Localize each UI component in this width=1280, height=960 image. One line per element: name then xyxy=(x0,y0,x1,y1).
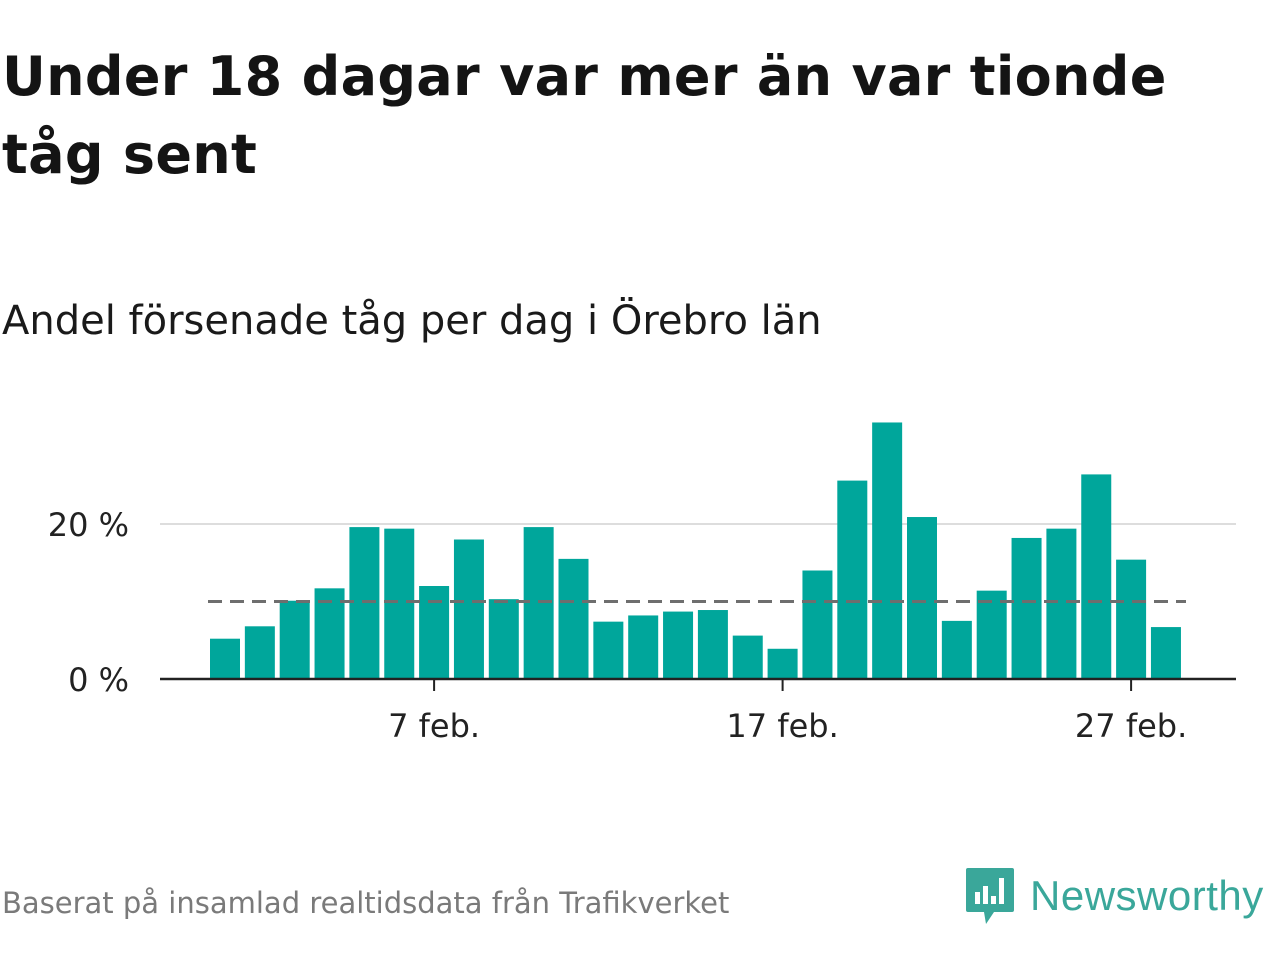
bar xyxy=(767,648,798,679)
bar-chart: 0 % 20 % 7 feb. 17 feb. 27 feb. xyxy=(48,422,1236,745)
source-note: Baserat på insamlad realtidsdata från Tr… xyxy=(2,886,730,920)
bar xyxy=(976,590,1007,679)
y-tick-label: 20 % xyxy=(48,506,129,544)
bar xyxy=(663,611,694,679)
bar xyxy=(244,626,275,679)
newsworthy-logo-icon xyxy=(966,868,1014,924)
y-tick-label: 0 % xyxy=(68,661,129,699)
bar xyxy=(523,527,554,679)
bar xyxy=(558,558,589,679)
bar xyxy=(349,527,380,679)
bar xyxy=(488,599,519,679)
bar xyxy=(210,638,240,679)
brand-logo[interactable]: Newsworthy xyxy=(964,866,1264,926)
bar xyxy=(628,615,659,679)
bar xyxy=(732,635,763,679)
bar xyxy=(314,588,345,679)
bar xyxy=(1046,528,1077,679)
bar xyxy=(419,586,450,679)
bar xyxy=(1150,627,1181,679)
bar xyxy=(907,517,937,679)
bar xyxy=(802,570,833,679)
bar xyxy=(1116,559,1147,679)
bar xyxy=(1011,537,1042,679)
bar xyxy=(872,422,903,679)
x-tick-label: 27 feb. xyxy=(1075,707,1187,745)
bar xyxy=(941,620,972,679)
bar xyxy=(453,539,484,679)
chart-subtitle: Andel försenade tåg per dag i Örebro län xyxy=(2,298,822,344)
bar xyxy=(593,621,624,679)
x-tick-label: 17 feb. xyxy=(726,707,838,745)
bar xyxy=(1081,474,1112,679)
bar xyxy=(279,600,310,679)
bar xyxy=(384,528,415,679)
bar xyxy=(837,480,868,679)
brand-name: Newsworthy xyxy=(1030,872,1264,919)
x-tick-label: 7 feb. xyxy=(388,707,480,745)
bar xyxy=(697,610,728,679)
chart-title: Under 18 dagar var mer än var tionde tåg… xyxy=(2,45,1167,186)
